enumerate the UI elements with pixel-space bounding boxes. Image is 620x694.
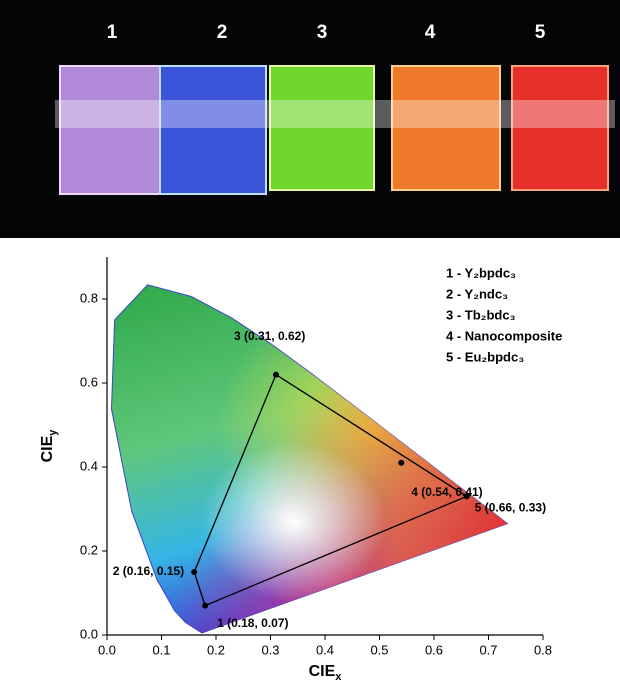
photo-label: 1: [107, 22, 118, 43]
point-label: 1 (0.18, 0.07): [217, 616, 288, 630]
x-tick-label: 0.4: [316, 642, 334, 657]
x-axis-label: CIEx: [309, 663, 343, 683]
y-tick-label: 0.0: [80, 626, 98, 641]
x-tick-label: 0.1: [152, 642, 170, 657]
legend-entry: 5 - Eu₂bpdc₃: [446, 349, 524, 364]
y-tick-label: 0.2: [80, 542, 98, 557]
legend-entry: 2 - Y₂ndc₃: [446, 286, 508, 301]
x-label-main: CIE: [309, 663, 336, 680]
data-point: [272, 371, 279, 378]
y-tick-label: 0.4: [80, 458, 98, 473]
data-point: [463, 493, 470, 500]
x-tick-label: 0.6: [425, 642, 443, 657]
legend-entry: 4 - Nanocomposite: [446, 328, 562, 343]
legend-entry: 3 - Tb₂bdc₃: [446, 307, 516, 322]
x-tick-label: 0.3: [261, 642, 279, 657]
photo-label: 3: [317, 22, 328, 43]
point-label: 4 (0.54, 0.41): [411, 485, 482, 499]
x-label-sub: x: [335, 671, 342, 683]
photo: [0, 0, 620, 238]
photo-label: 4: [425, 22, 436, 43]
photo-label: 5: [535, 22, 546, 43]
data-point: [398, 459, 405, 466]
y-label-sub: y: [47, 429, 59, 436]
y-tick-label: 0.6: [80, 374, 98, 389]
x-tick-label: 0.0: [98, 642, 116, 657]
point-label: 5 (0.66, 0.33): [475, 501, 546, 515]
data-point: [191, 569, 198, 575]
y-tick-label: 0.8: [80, 290, 98, 305]
point-label: 3 (0.31, 0.62): [234, 329, 305, 343]
point-label: 2 (0.16, 0.15): [113, 564, 184, 578]
x-tick-label: 0.5: [370, 642, 388, 657]
x-tick-label: 0.8: [534, 642, 552, 657]
data-point: [202, 602, 209, 609]
photo-label: 2: [217, 22, 228, 43]
x-tick-label: 0.7: [479, 642, 497, 657]
legend-entry: 1 - Y₂bpdc₃: [446, 265, 516, 280]
x-tick-label: 0.2: [207, 642, 225, 657]
y-label-main: CIE: [39, 435, 56, 462]
y-axis-label: CIEy: [39, 429, 59, 463]
